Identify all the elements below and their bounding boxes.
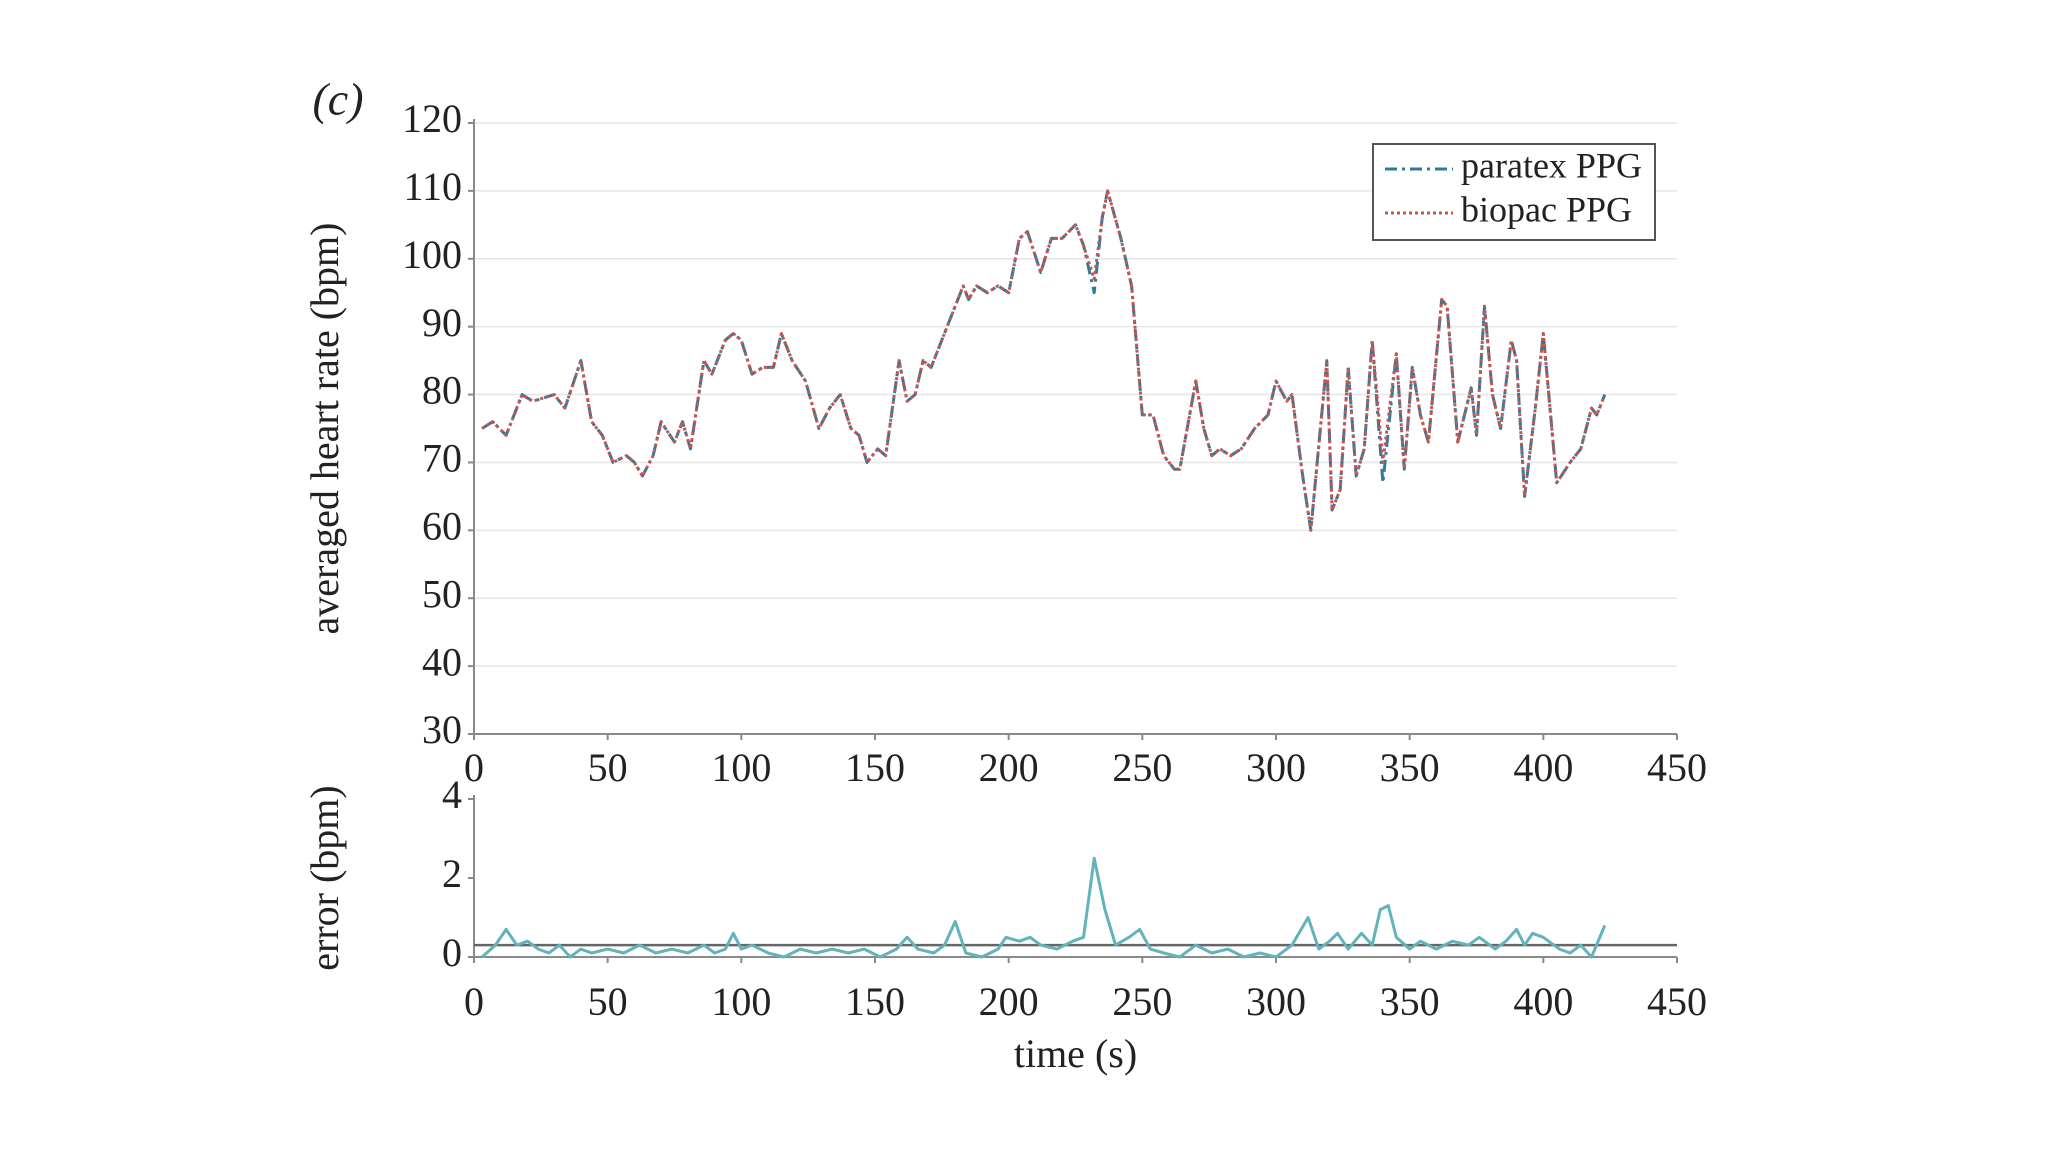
x-tick-label: 450 bbox=[1647, 979, 1707, 1024]
x-tick-label: 0 bbox=[464, 979, 484, 1024]
x-tick-label: 100 bbox=[711, 979, 771, 1024]
x-tick-label: 200 bbox=[979, 745, 1039, 790]
x-tick-label: 400 bbox=[1513, 979, 1573, 1024]
y-tick-label: 30 bbox=[422, 707, 462, 752]
y-tick-label: 0 bbox=[442, 930, 462, 975]
y-tick-label: 100 bbox=[402, 232, 462, 277]
x-tick-label: 150 bbox=[845, 979, 905, 1024]
legend-box bbox=[1372, 143, 1656, 241]
panel-label: (c) bbox=[312, 74, 363, 125]
x-tick-label: 350 bbox=[1380, 979, 1440, 1024]
legend-label: biopac PPG bbox=[1461, 189, 1632, 229]
y-tick-label: 80 bbox=[422, 368, 462, 413]
x-tick-label: 50 bbox=[588, 979, 628, 1024]
x-tick-label: 400 bbox=[1513, 745, 1573, 790]
x-axis-label: time (s) bbox=[1014, 1031, 1137, 1076]
y-axis-label: averaged heart rate (bpm) bbox=[302, 223, 347, 635]
x-tick-label: 300 bbox=[1246, 745, 1306, 790]
x-tick-label: 250 bbox=[1112, 979, 1172, 1024]
series-line bbox=[481, 856, 1607, 959]
y-tick-label: 50 bbox=[422, 571, 462, 616]
y-tick-label: 70 bbox=[422, 436, 462, 481]
x-tick-label: 300 bbox=[1246, 979, 1306, 1024]
x-tick-label: 450 bbox=[1647, 745, 1707, 790]
y-axis-label: error (bpm) bbox=[302, 785, 347, 970]
y-tick-label: 60 bbox=[422, 504, 462, 549]
legend-label: paratex PPG bbox=[1461, 145, 1642, 185]
y-tick-label: 90 bbox=[422, 300, 462, 345]
x-tick-label: 150 bbox=[845, 745, 905, 790]
y-tick-label: 2 bbox=[442, 851, 462, 896]
y-tick-label: 4 bbox=[442, 772, 462, 817]
x-tick-label: 50 bbox=[588, 745, 628, 790]
x-tick-label: 200 bbox=[979, 979, 1039, 1024]
y-tick-label: 110 bbox=[403, 164, 462, 209]
x-tick-label: 100 bbox=[711, 745, 771, 790]
x-tick-label: 350 bbox=[1380, 745, 1440, 790]
series-line bbox=[481, 189, 1607, 532]
y-tick-label: 120 bbox=[402, 96, 462, 141]
y-tick-label: 40 bbox=[422, 639, 462, 684]
x-tick-label: 250 bbox=[1112, 745, 1172, 790]
x-tick-label: 0 bbox=[464, 745, 484, 790]
